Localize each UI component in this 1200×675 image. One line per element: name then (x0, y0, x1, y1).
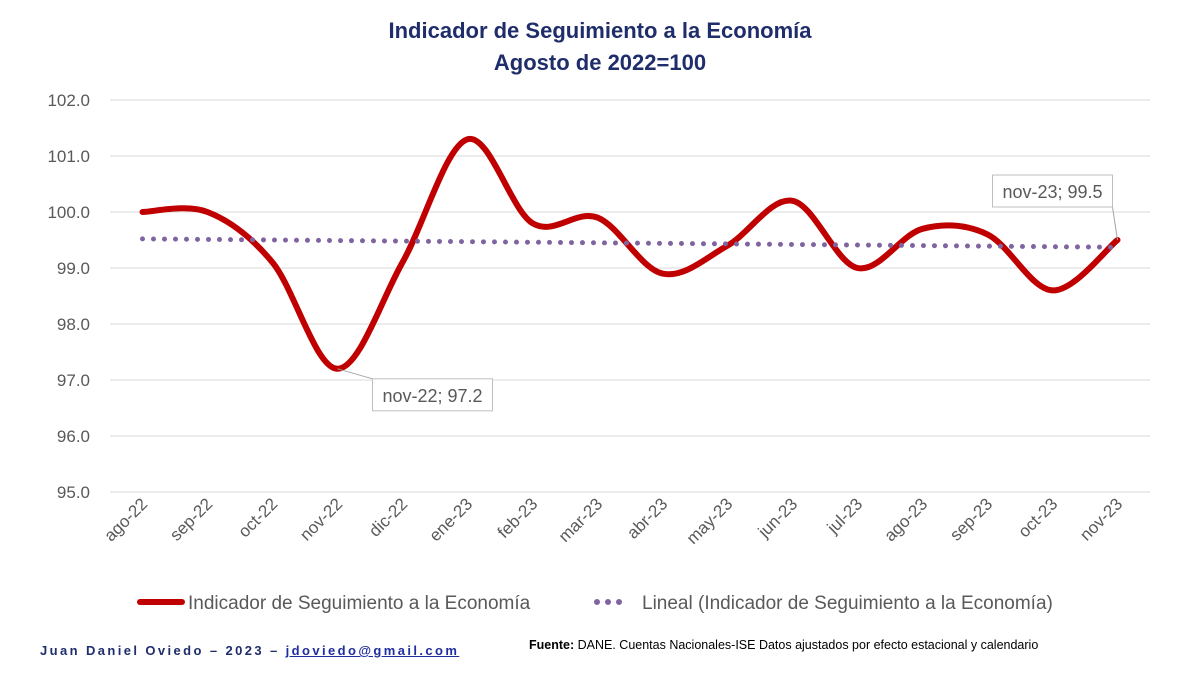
footer-source: Fuente: DANE. Cuentas Nacionales-ISE Dat… (529, 638, 1038, 652)
x-tick-label: nov-22 (296, 494, 346, 544)
annotations: nov-22; 97.2 nov-23; 99.5 (337, 174, 1118, 412)
annotation-box (992, 174, 1113, 208)
x-tick-label: dic-22 (365, 494, 411, 540)
y-tick-label: 99.0 (57, 259, 90, 278)
email-link[interactable]: jdoviedo@gmail.com (285, 643, 460, 658)
legend-label-ise: Indicador de Seguimiento a la Economía (188, 593, 531, 614)
x-tick-label: may-23 (683, 494, 737, 548)
x-tick-label: jun-23 (754, 494, 802, 542)
x-tick-label: oct-23 (1014, 494, 1061, 541)
x-tick-label: sep-23 (946, 494, 996, 544)
y-tick-label: 96.0 (57, 427, 90, 446)
x-tick-label: oct-22 (234, 494, 281, 541)
y-tick-label: 97.0 (57, 371, 90, 390)
x-axis: ago-22 sep-22 oct-22 nov-22 dic-22 ene-23 feb-… (100, 494, 1126, 548)
series-line-trend (140, 236, 1120, 250)
annotation-label: nov-22; 97.2 (382, 386, 482, 406)
x-tick-label: mar-23 (555, 494, 607, 546)
x-tick-label: ene-23 (425, 494, 476, 545)
annotation-label: nov-23; 99.5 (1002, 182, 1102, 202)
legend-label-trend: Lineal (Indicador de Seguimiento a la Ec… (642, 593, 1053, 614)
footer-author: Juan Daniel Oviedo – 2023 – jdoviedo@gma… (40, 643, 459, 658)
y-tick-label: 100.0 (47, 203, 90, 222)
annotation-leader (337, 368, 373, 380)
y-tick-label: 101.0 (47, 147, 90, 166)
grid (110, 99, 1150, 493)
x-tick-label: abr-23 (623, 494, 671, 542)
y-axis: 95.0 96.0 97.0 98.0 99.0 100.0 101.0 102.0 (47, 91, 90, 502)
annotation-box (372, 378, 493, 412)
x-tick-label: ago-22 (100, 494, 151, 545)
x-tick-label: nov-23 (1076, 494, 1126, 544)
chart-title: Indicador de Seguimiento a la Economía (389, 18, 813, 43)
x-tick-label: sep-22 (166, 494, 216, 544)
legend: Indicador de Seguimiento a la Economía Li… (137, 593, 1053, 614)
x-tick-label: ago-23 (880, 494, 931, 545)
source-text: DANE. Cuentas Nacionales-ISE Datos ajust… (574, 638, 1039, 652)
chart-subtitle: Agosto de 2022=100 (494, 50, 706, 75)
source-label: Fuente: (529, 638, 575, 652)
annotation-leader (1112, 206, 1118, 241)
y-tick-label: 95.0 (57, 483, 90, 502)
y-tick-label: 102.0 (47, 91, 90, 110)
x-tick-label: jul-23 (823, 494, 867, 538)
author-text: Juan Daniel Oviedo – 2023 – (40, 643, 286, 658)
series-line-ise (139, 136, 1121, 372)
x-tick-label: feb-23 (494, 494, 542, 542)
series-group (139, 136, 1121, 372)
y-tick-label: 98.0 (57, 315, 90, 334)
